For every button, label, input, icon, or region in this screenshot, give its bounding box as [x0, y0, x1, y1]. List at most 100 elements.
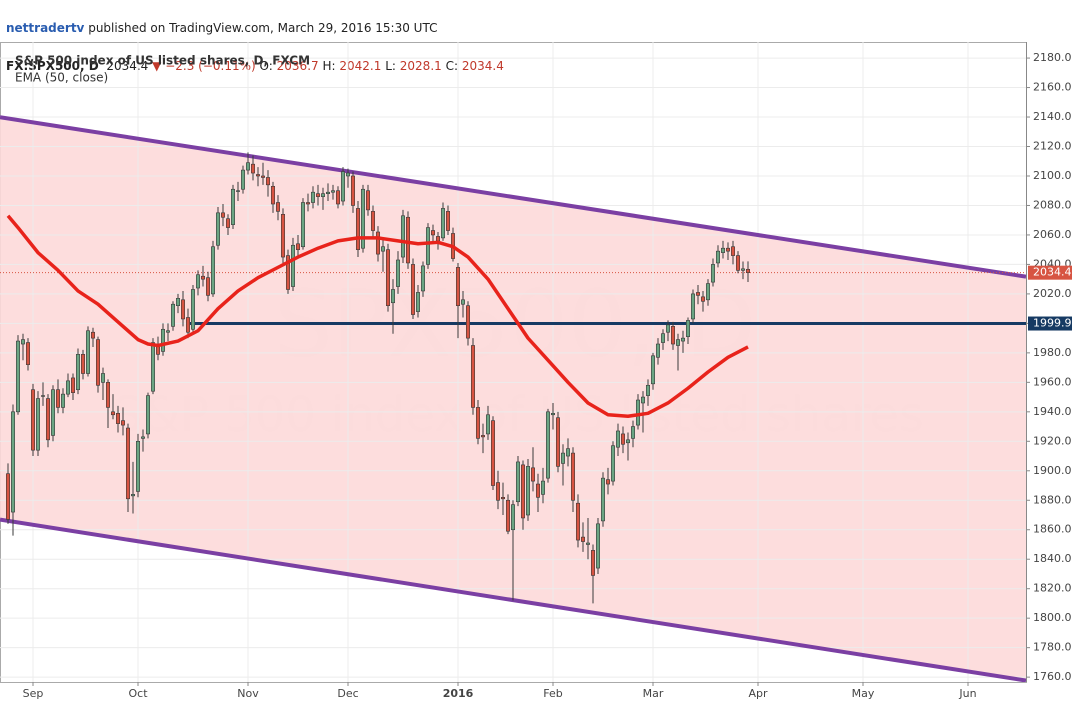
author[interactable]: nettradertv — [6, 21, 85, 35]
candle-body — [580, 536, 585, 542]
y-tick-label: 1980.0 — [1033, 346, 1072, 359]
candle-body — [161, 328, 166, 352]
candle-body — [206, 277, 211, 296]
x-tick-label: May — [852, 687, 875, 700]
candle-body — [375, 231, 380, 255]
candle-body — [625, 439, 630, 444]
ema-line — [6, 214, 749, 418]
candle-body — [76, 354, 81, 391]
candle-body — [470, 345, 475, 408]
candle-body — [166, 330, 171, 333]
candle-body — [251, 163, 256, 174]
candle-body — [186, 317, 191, 333]
candle-body — [171, 303, 176, 327]
candle-body — [400, 215, 405, 258]
candle-body — [425, 227, 430, 265]
candle-body — [430, 230, 435, 236]
candle-body — [595, 523, 600, 569]
candle-body — [40, 395, 45, 397]
candle-body — [305, 202, 310, 205]
candle-body — [96, 339, 101, 386]
plot-marks — [0, 115, 1026, 682]
candle-body — [745, 268, 750, 273]
x-tick-label: Oct — [128, 687, 148, 700]
candle-body — [25, 342, 30, 365]
candle-body — [91, 331, 96, 339]
candle-body — [700, 296, 705, 302]
header-line: FX:SPX500, D 2034.4 ▼ −2.3 (−0.11%) O: 2… — [6, 57, 504, 76]
x-tick-label: Dec — [337, 687, 358, 700]
candle-body — [365, 190, 370, 211]
candle-body — [495, 482, 500, 501]
candle-body — [236, 190, 241, 192]
candle-body — [300, 202, 305, 248]
candle-body — [86, 330, 91, 374]
candle-body — [35, 398, 40, 451]
published: published on TradingView.com, March 29, … — [88, 21, 438, 35]
candle-body — [20, 339, 25, 345]
y-tick-label: 2100.0 — [1033, 169, 1072, 182]
legend-entry: EMA (50, close) — [15, 71, 108, 85]
candle-body — [720, 247, 725, 253]
candle-body — [335, 190, 340, 205]
candle-body — [221, 212, 226, 218]
candle-body — [246, 162, 251, 171]
y-tick-label: 1920.0 — [1033, 434, 1072, 447]
price-label-box — [1028, 265, 1072, 280]
candle-body — [106, 382, 111, 408]
candle-body — [435, 236, 440, 242]
candle-body — [630, 426, 635, 439]
candle-body — [740, 268, 745, 271]
header-line: nettradertv published on TradingView.com… — [6, 19, 504, 38]
candle-body — [685, 320, 690, 337]
arrow: ▼ — [152, 59, 162, 73]
candle-body — [226, 218, 231, 228]
candle-body — [735, 255, 740, 271]
x-tick-label: Jun — [958, 687, 976, 700]
x-tick-label: Nov — [237, 687, 259, 700]
candle-body — [380, 246, 385, 252]
candle-body — [15, 340, 20, 413]
candle-body — [440, 208, 445, 239]
candle-body — [420, 265, 425, 292]
candle-body — [560, 452, 565, 464]
candle-body — [270, 186, 275, 205]
candle-body — [505, 499, 510, 532]
candle-body — [475, 407, 480, 439]
channel-fill — [0, 117, 1026, 681]
price-label-box — [1028, 316, 1072, 331]
candle-body — [480, 435, 485, 438]
legend-entry: S&P 500 index of US listed shares, D, FX… — [15, 54, 310, 68]
candle-body — [325, 191, 330, 194]
y-tick-label: 1820.0 — [1033, 582, 1072, 595]
x-tick-label: Feb — [543, 687, 562, 700]
candle-body — [415, 292, 420, 312]
y-tick-label: 1760.0 — [1033, 670, 1072, 683]
candle-body — [520, 464, 525, 519]
candle-body — [670, 326, 675, 345]
candle-body — [650, 355, 655, 385]
o-label: O: — [259, 59, 273, 73]
candle-body — [535, 483, 540, 498]
candle-body — [725, 247, 730, 252]
candle-body — [465, 305, 470, 339]
candle-body — [265, 177, 270, 186]
candle-body — [71, 377, 76, 393]
candle-body — [101, 373, 106, 383]
candle-body — [126, 427, 131, 500]
candle-body — [345, 172, 350, 177]
candle-body — [530, 467, 535, 482]
candle-body — [655, 343, 660, 358]
candle-body — [320, 193, 325, 197]
y-tick-label: 1900.0 — [1033, 464, 1072, 477]
candle-body — [146, 395, 151, 435]
candle-body — [315, 193, 320, 197]
candle-body — [390, 289, 395, 304]
candle-body — [455, 267, 460, 306]
y-tick-label: 2140.0 — [1033, 110, 1072, 123]
candle-body — [370, 211, 375, 231]
x-tick-label: 2016 — [443, 687, 474, 700]
candle-body — [730, 246, 735, 256]
l: 2028.1 — [399, 59, 442, 73]
candle-body — [705, 283, 710, 301]
